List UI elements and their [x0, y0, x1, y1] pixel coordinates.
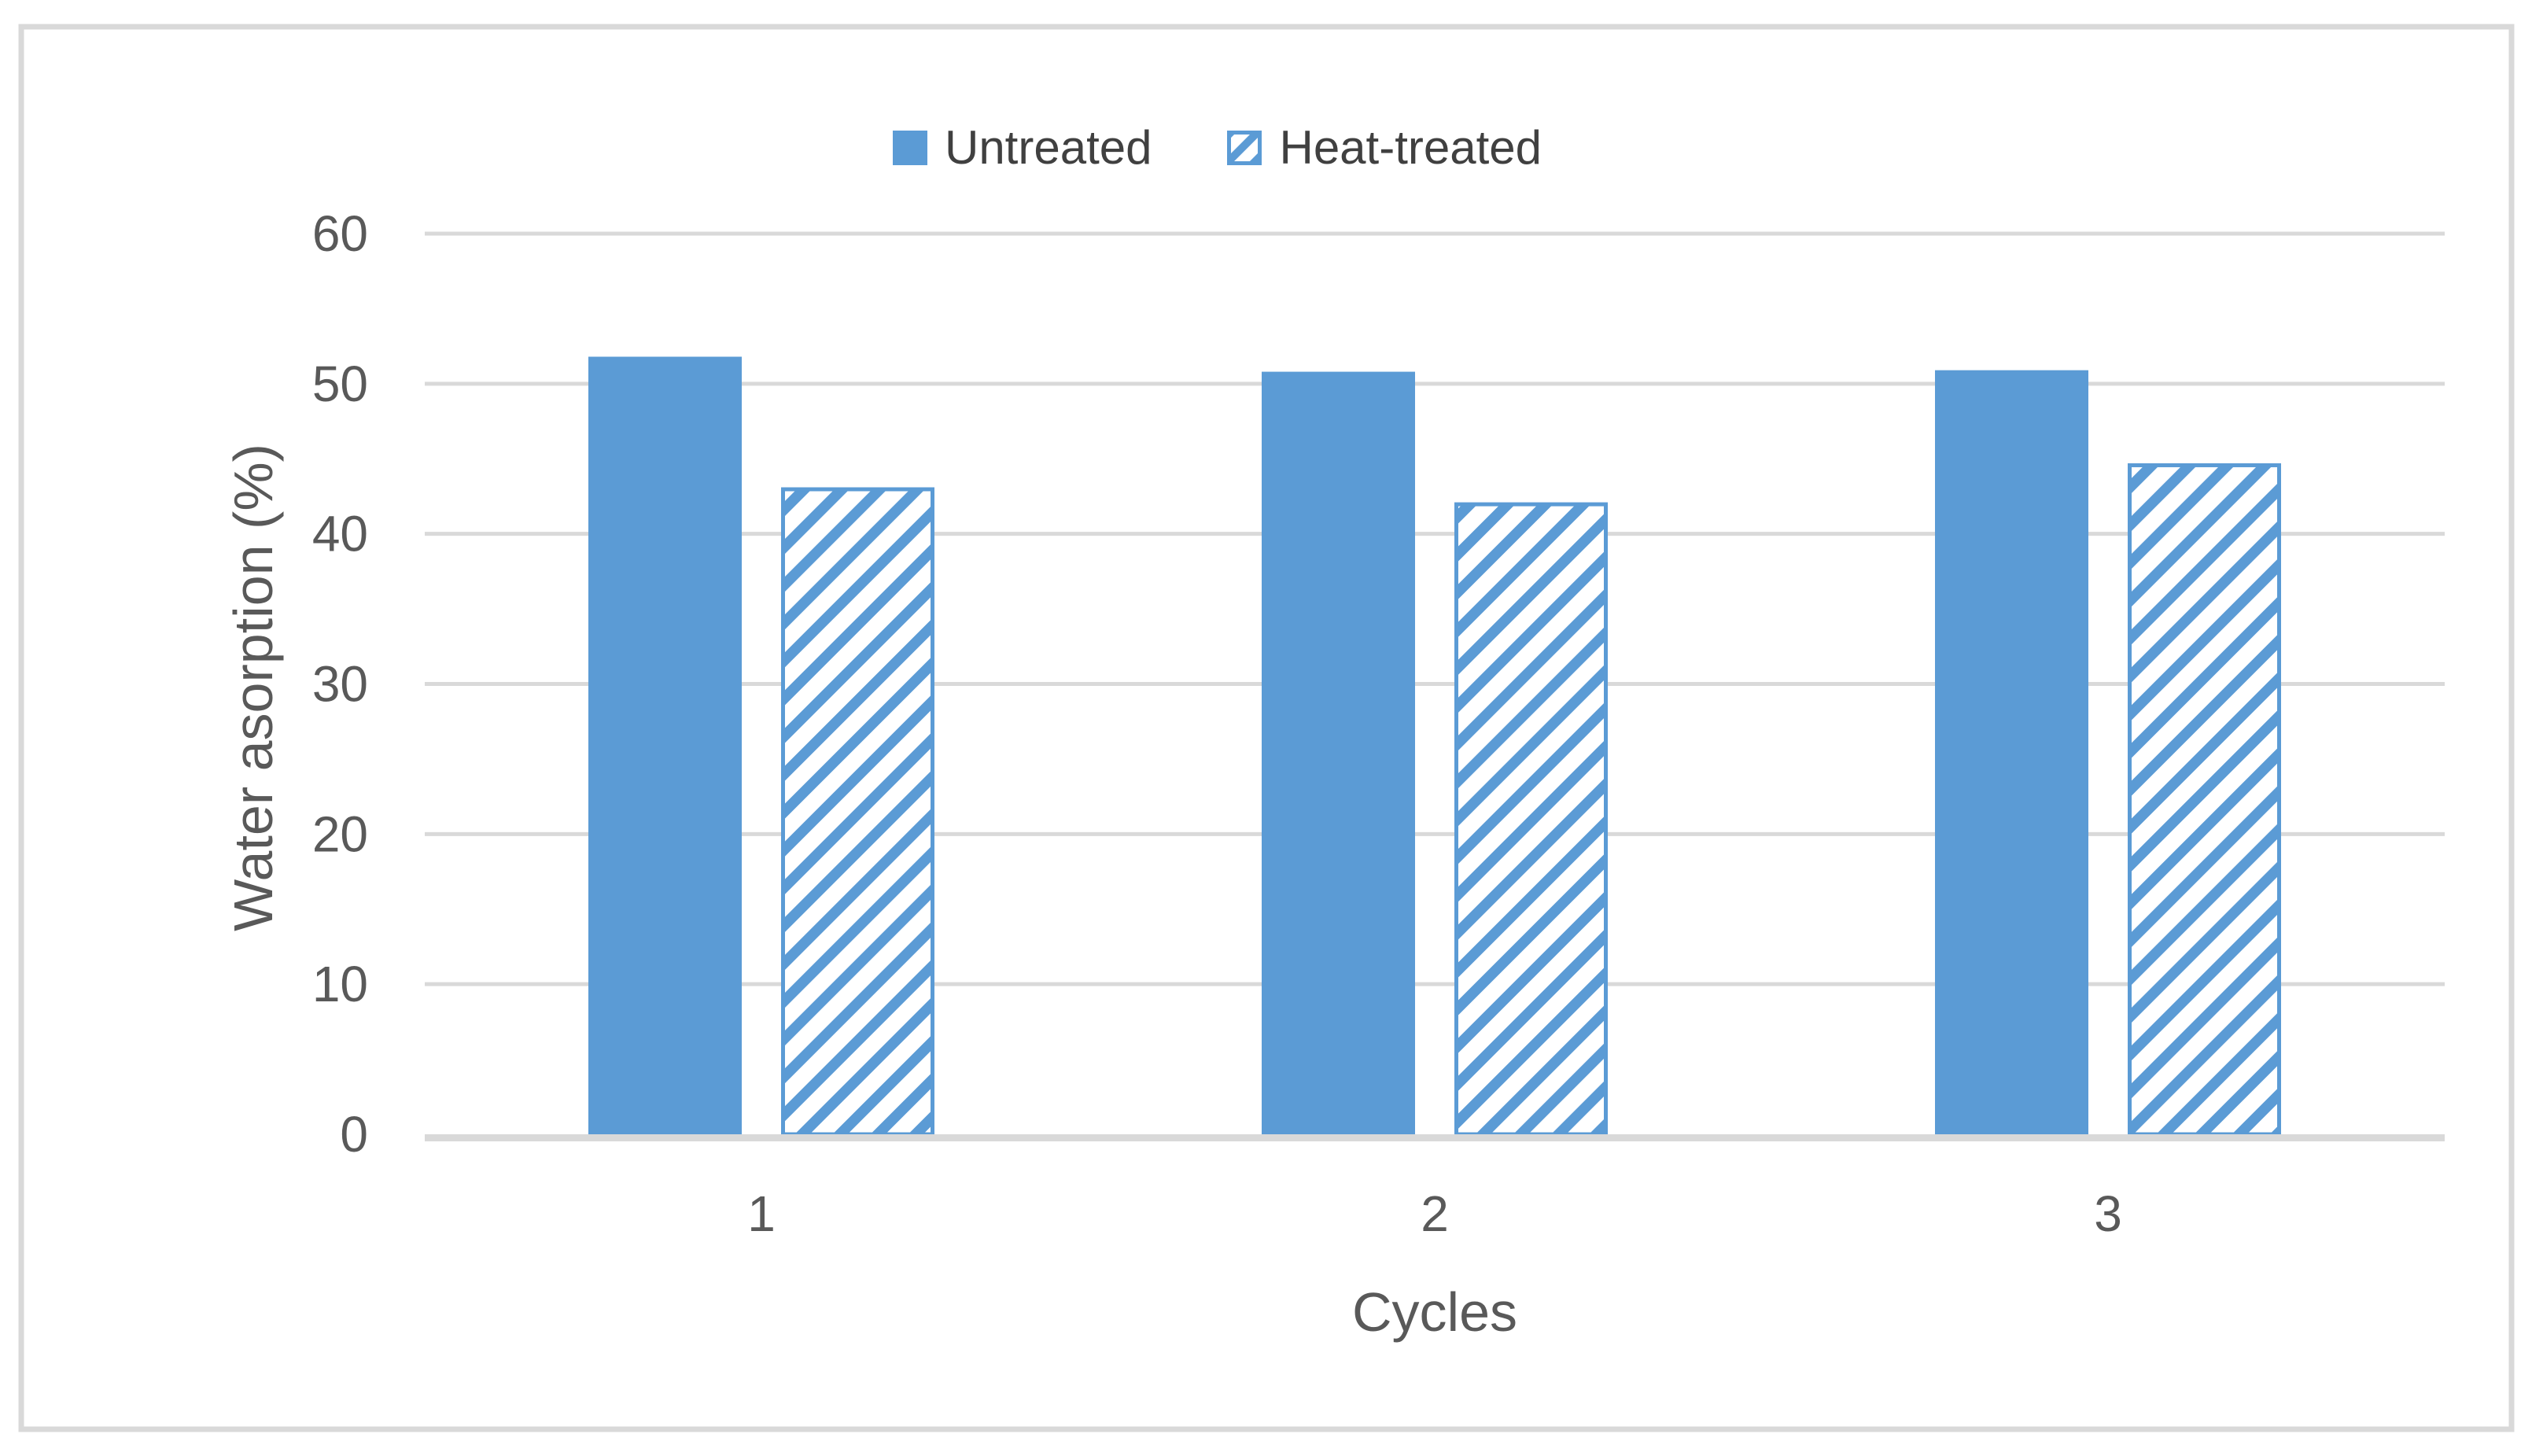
bar-heat-treated-3: [2128, 463, 2281, 1137]
bar-heat-treated-2: [1454, 502, 1608, 1137]
y-tick-label-20: 20: [312, 805, 368, 862]
chart-legend: Untreated Heat-treated: [0, 124, 2483, 171]
y-tick-label-10: 10: [312, 956, 368, 1012]
y-tick-label-60: 60: [312, 205, 368, 262]
legend-label-heat-treated: Heat-treated: [1279, 121, 1542, 174]
y-tick-label-40: 40: [312, 506, 368, 562]
bar-heat-treated-1: [781, 487, 934, 1137]
legend-item-heat-treated: Heat-treated: [1227, 124, 1542, 171]
legend-swatch-untreated-icon: [892, 131, 927, 165]
x-category-label-2: 2: [1421, 1185, 1449, 1242]
legend-item-untreated: Untreated: [892, 121, 1152, 174]
bar-untreated-2: [1262, 371, 1415, 1135]
legend-swatch-heat-treated-icon: [1227, 131, 1262, 165]
y-tick-label-0: 0: [340, 1106, 368, 1163]
bar-untreated-3: [1935, 370, 2088, 1134]
x-category-label-1: 1: [747, 1185, 776, 1242]
x-category-label-3: 3: [2094, 1185, 2122, 1242]
figure-border: [18, 24, 2515, 1432]
legend-label-untreated: Untreated: [944, 121, 1152, 174]
x-axis-title: Cycles: [1351, 1281, 1518, 1343]
bar-untreated-1: [588, 356, 742, 1134]
y-tick-label-50: 50: [312, 356, 368, 412]
y-tick-label-30: 30: [312, 656, 368, 713]
y-axis-title: Water asorption (%): [223, 444, 284, 931]
